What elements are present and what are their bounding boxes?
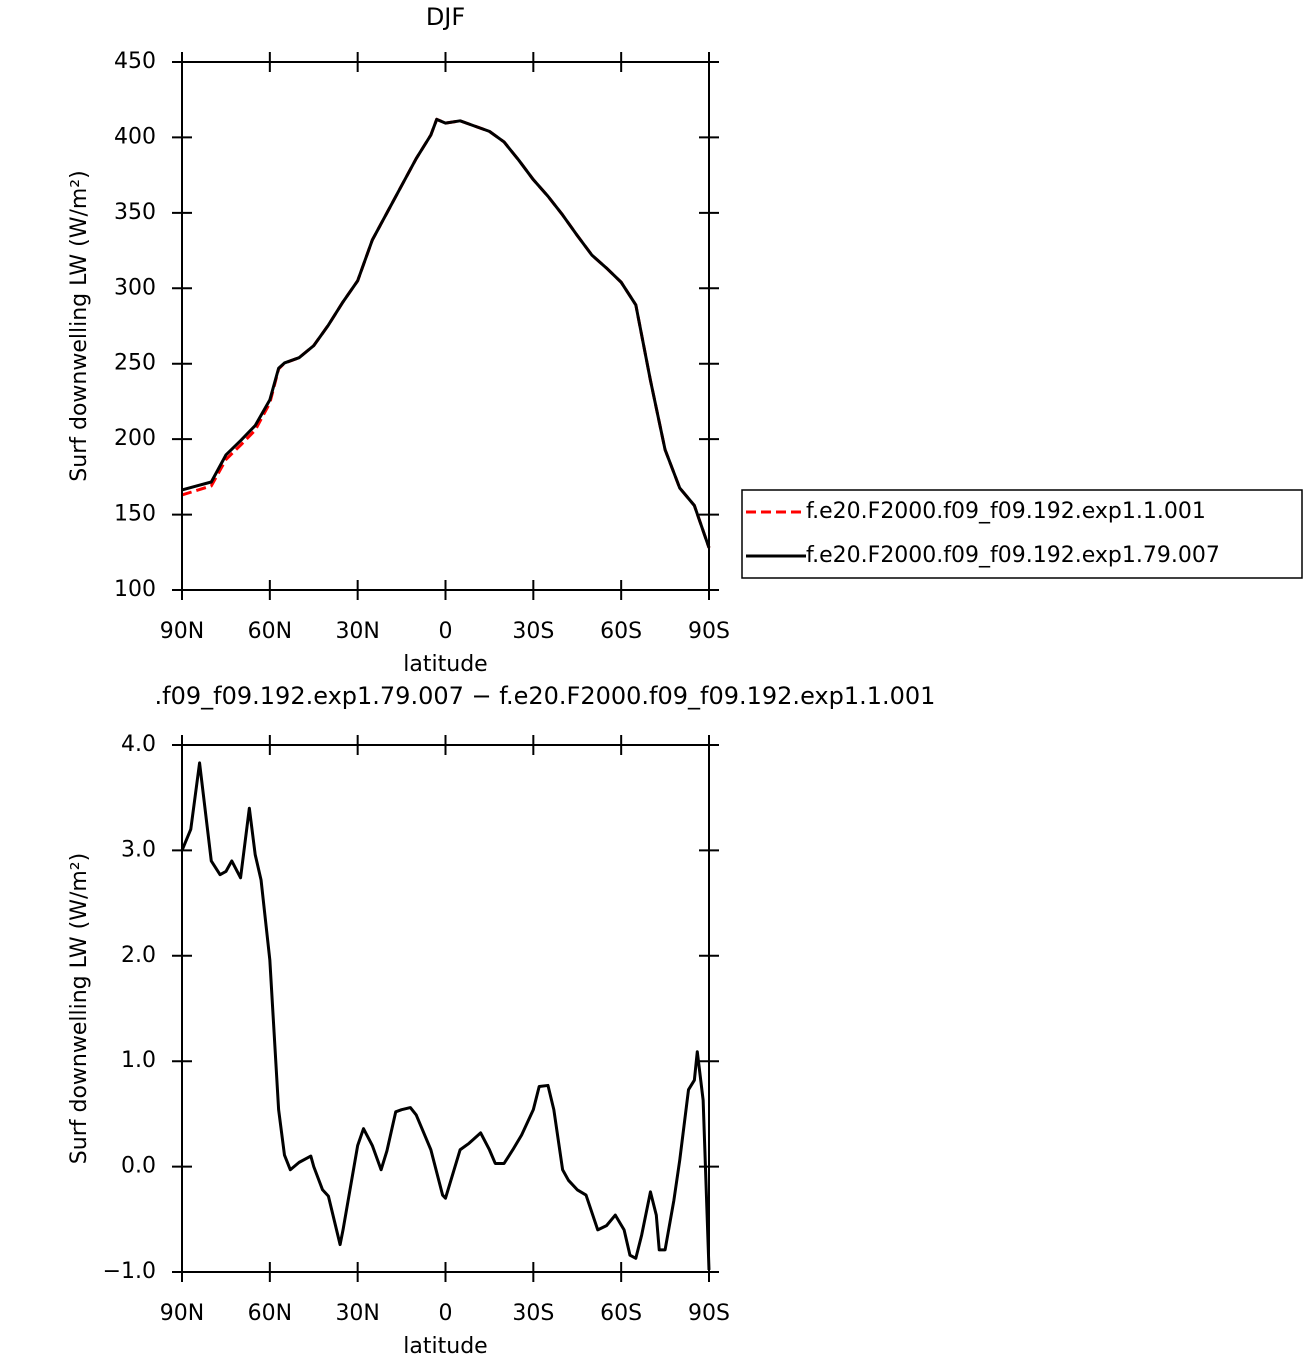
x-tick-label: 60S	[600, 619, 642, 644]
data-line	[181, 117, 711, 549]
y-tick-label: 250	[114, 351, 156, 376]
x-tick-label: 0	[439, 1301, 453, 1326]
data-line	[180, 761, 711, 1270]
x-tick-label: 90S	[688, 1301, 730, 1326]
chart-title: .f09_f09.192.exp1.79.007 − f.e20.F2000.f…	[155, 682, 936, 710]
y-tick-label: 350	[114, 200, 156, 225]
y-axis-label: Surf downwelling LW (W/m²)	[67, 853, 92, 1164]
x-tick-label: 60N	[248, 619, 292, 644]
y-tick-label: 200	[114, 426, 156, 451]
data-line	[181, 117, 711, 549]
legend-label: f.e20.F2000.f09_f09.192.exp1.79.007	[806, 543, 1220, 568]
x-tick-label: 30S	[512, 619, 554, 644]
x-axis-label: latitude	[403, 652, 487, 677]
x-tick-label: 90N	[160, 619, 204, 644]
legend-label: f.e20.F2000.f09_f09.192.exp1.1.001	[806, 499, 1206, 524]
y-tick-label: 400	[114, 124, 156, 149]
y-tick-label: 300	[114, 275, 156, 300]
y-tick-label: 0.0	[121, 1154, 156, 1179]
y-tick-label: 100	[114, 577, 156, 602]
y-tick-label: 150	[114, 502, 156, 527]
y-tick-label: 3.0	[121, 837, 156, 862]
y-tick-label: −1.0	[103, 1259, 156, 1284]
y-tick-label: 450	[114, 49, 156, 74]
y-axis-label: Surf downwelling LW (W/m²)	[67, 170, 92, 481]
x-tick-label: 90S	[688, 619, 730, 644]
x-tick-label: 30S	[512, 1301, 554, 1326]
y-tick-label: 2.0	[121, 943, 156, 968]
x-tick-label: 90N	[160, 1301, 204, 1326]
plot-frame	[181, 61, 710, 591]
y-tick-label: 4.0	[121, 732, 156, 757]
plot-frame	[181, 744, 710, 1273]
chart-title: DJF	[426, 3, 465, 31]
x-tick-label: 0	[439, 619, 453, 644]
legend-box	[741, 489, 1303, 579]
x-tick-label: 30N	[335, 1301, 379, 1326]
x-tick-label: 30N	[335, 619, 379, 644]
x-axis-label: latitude	[403, 1334, 487, 1359]
x-tick-label: 60S	[600, 1301, 642, 1326]
x-tick-label: 60N	[248, 1301, 292, 1326]
y-tick-label: 1.0	[121, 1048, 156, 1073]
